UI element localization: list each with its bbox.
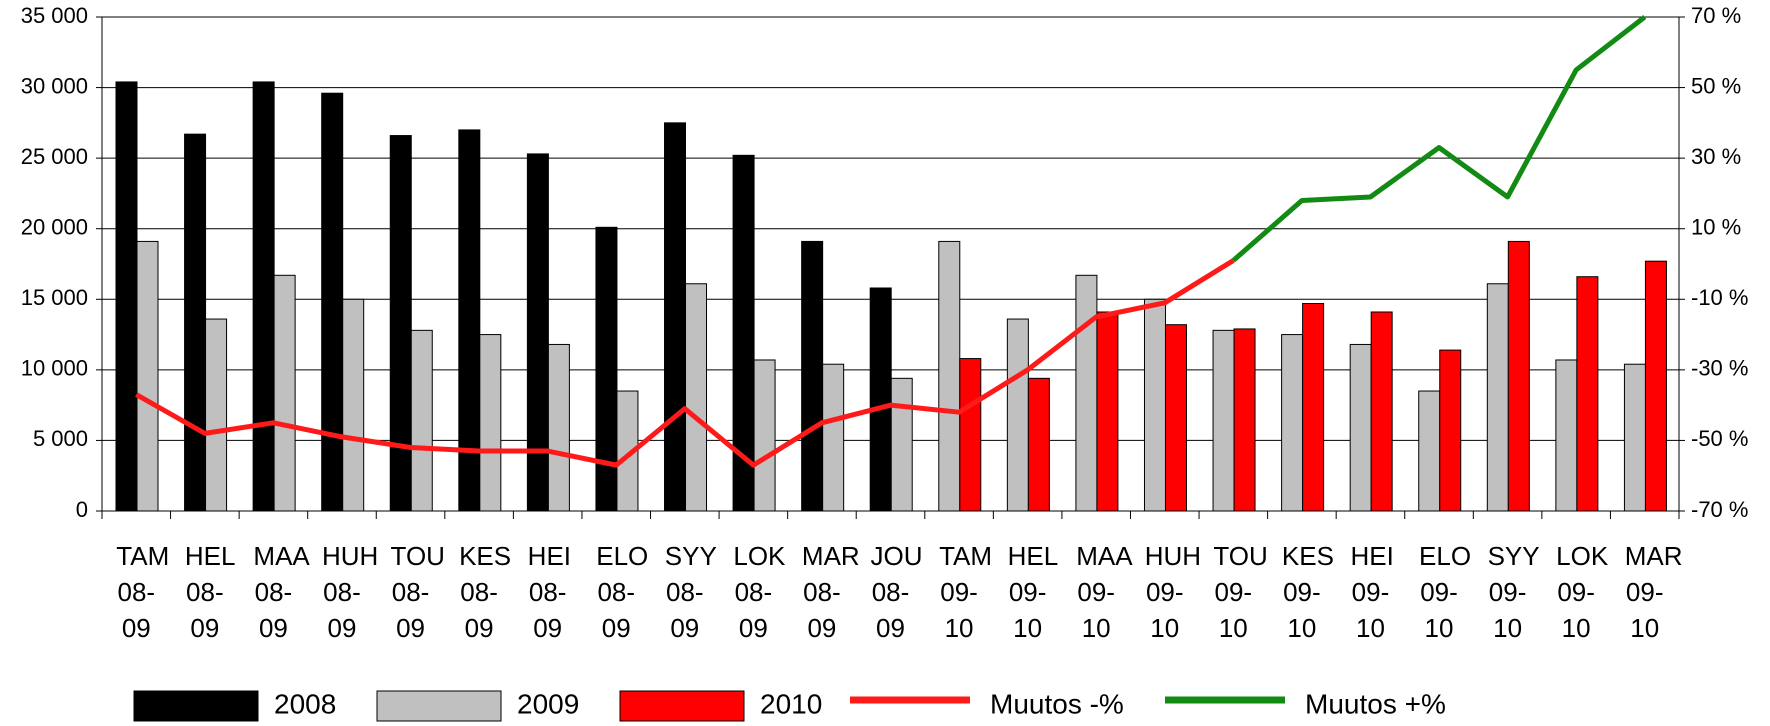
bar	[342, 298, 365, 512]
y-tick-label: 30 000	[21, 73, 88, 98]
bar	[1006, 318, 1029, 512]
bar	[801, 240, 824, 512]
x-tick-label: TAM 09-10	[939, 541, 993, 643]
bar	[1302, 303, 1325, 512]
bar	[1555, 359, 1578, 512]
y-tick-label: 5 000	[33, 426, 88, 451]
bar	[959, 358, 982, 512]
x-tick-label: MAR 08-09	[801, 541, 860, 643]
legend-label: Muutos +%	[1305, 688, 1446, 719]
x-tick-label: TOU 08-09	[390, 541, 445, 643]
bar	[1623, 363, 1646, 512]
bar	[1370, 311, 1393, 512]
bar	[1349, 343, 1372, 512]
x-tick-label: HUH 08-09	[321, 541, 379, 643]
x-tick-label: LOK 08-09	[733, 541, 786, 643]
line	[135, 258, 1235, 468]
x-tick-label: JOU 08-09	[870, 541, 923, 643]
y-tick-label: 35 000	[21, 3, 88, 28]
y2-tick-label: 50 %	[1691, 73, 1741, 98]
y2-tick-label: -70 %	[1691, 497, 1748, 522]
line	[1231, 15, 1647, 263]
x-tick-label: SYY 09-10	[1487, 541, 1540, 643]
legend-label: 2008	[274, 688, 336, 719]
bar	[1576, 276, 1599, 512]
y2-tick-label: -30 %	[1691, 356, 1748, 381]
y-tick-label: 25 000	[21, 144, 88, 169]
y2-tick-label: -50 %	[1691, 426, 1748, 451]
x-tick-label: HEI 09-10	[1350, 541, 1394, 643]
bar	[1439, 349, 1462, 512]
bar	[595, 226, 618, 512]
bar	[1418, 390, 1441, 512]
y2-tick-label: 70 %	[1691, 3, 1741, 28]
legend-swatch	[619, 690, 745, 722]
bar	[458, 129, 481, 512]
bar	[1164, 324, 1187, 512]
x-tick-label: LOK 09-10	[1556, 541, 1609, 643]
bar	[389, 135, 412, 512]
x-tick-label: ELO 08-09	[596, 541, 649, 643]
x-tick-label: MAA 08-09	[253, 541, 310, 643]
legend-swatch	[376, 690, 502, 722]
x-tick-label: KES 08-09	[459, 541, 512, 643]
bar	[1281, 334, 1304, 512]
legend-label: 2010	[760, 688, 822, 719]
bar	[869, 287, 892, 512]
y2-tick-label: 10 %	[1691, 215, 1741, 240]
legend-label: Muutos -%	[990, 688, 1124, 719]
bar	[115, 81, 138, 512]
bar	[1075, 274, 1098, 512]
bar	[1486, 283, 1509, 512]
bar	[205, 318, 228, 512]
y2-tick-label: 30 %	[1691, 144, 1741, 169]
bar	[136, 240, 159, 512]
y-tick-label: 0	[76, 497, 88, 522]
x-tick-label: MAR 09-10	[1624, 541, 1683, 643]
x-tick-label: TOU 09-10	[1213, 541, 1268, 643]
bar	[938, 240, 961, 512]
legend-swatch	[133, 690, 259, 722]
bar	[1096, 311, 1119, 512]
x-tick-label: HEL 09-10	[1007, 541, 1059, 643]
x-tick-label: HEI 08-09	[527, 541, 572, 643]
y-tick-label: 15 000	[21, 285, 88, 310]
bar	[410, 329, 433, 512]
y-tick-label: 20 000	[21, 215, 88, 240]
x-tick-label: KES 09-10	[1281, 541, 1334, 643]
bar	[685, 283, 708, 512]
bar	[1143, 298, 1166, 512]
x-tick-label: SYY 08-09	[664, 541, 717, 643]
bar	[664, 122, 687, 512]
x-tick-label: HEL 08-09	[184, 541, 236, 643]
legend-label: 2009	[517, 688, 579, 719]
bar	[616, 390, 639, 512]
bar	[547, 343, 570, 512]
bar	[1507, 240, 1530, 512]
bar	[321, 92, 344, 512]
bar	[526, 153, 549, 512]
bar	[273, 274, 296, 512]
y-tick-label: 10 000	[21, 356, 88, 381]
bar	[753, 359, 776, 512]
x-tick-label: MAA 09-10	[1076, 541, 1133, 643]
bar	[732, 154, 755, 512]
x-tick-label: TAM 08-09	[116, 541, 170, 643]
x-tick-label: HUH 09-10	[1144, 541, 1202, 643]
x-tick-label: ELO 09-10	[1419, 541, 1472, 643]
bar	[1027, 377, 1050, 512]
bar	[890, 377, 913, 512]
bar	[1212, 329, 1235, 512]
bar	[1233, 328, 1256, 512]
y2-tick-label: -10 %	[1691, 285, 1748, 310]
bar	[479, 334, 502, 512]
bar	[184, 133, 207, 512]
bar	[1644, 260, 1667, 512]
bar	[252, 81, 275, 512]
bar	[822, 363, 845, 512]
